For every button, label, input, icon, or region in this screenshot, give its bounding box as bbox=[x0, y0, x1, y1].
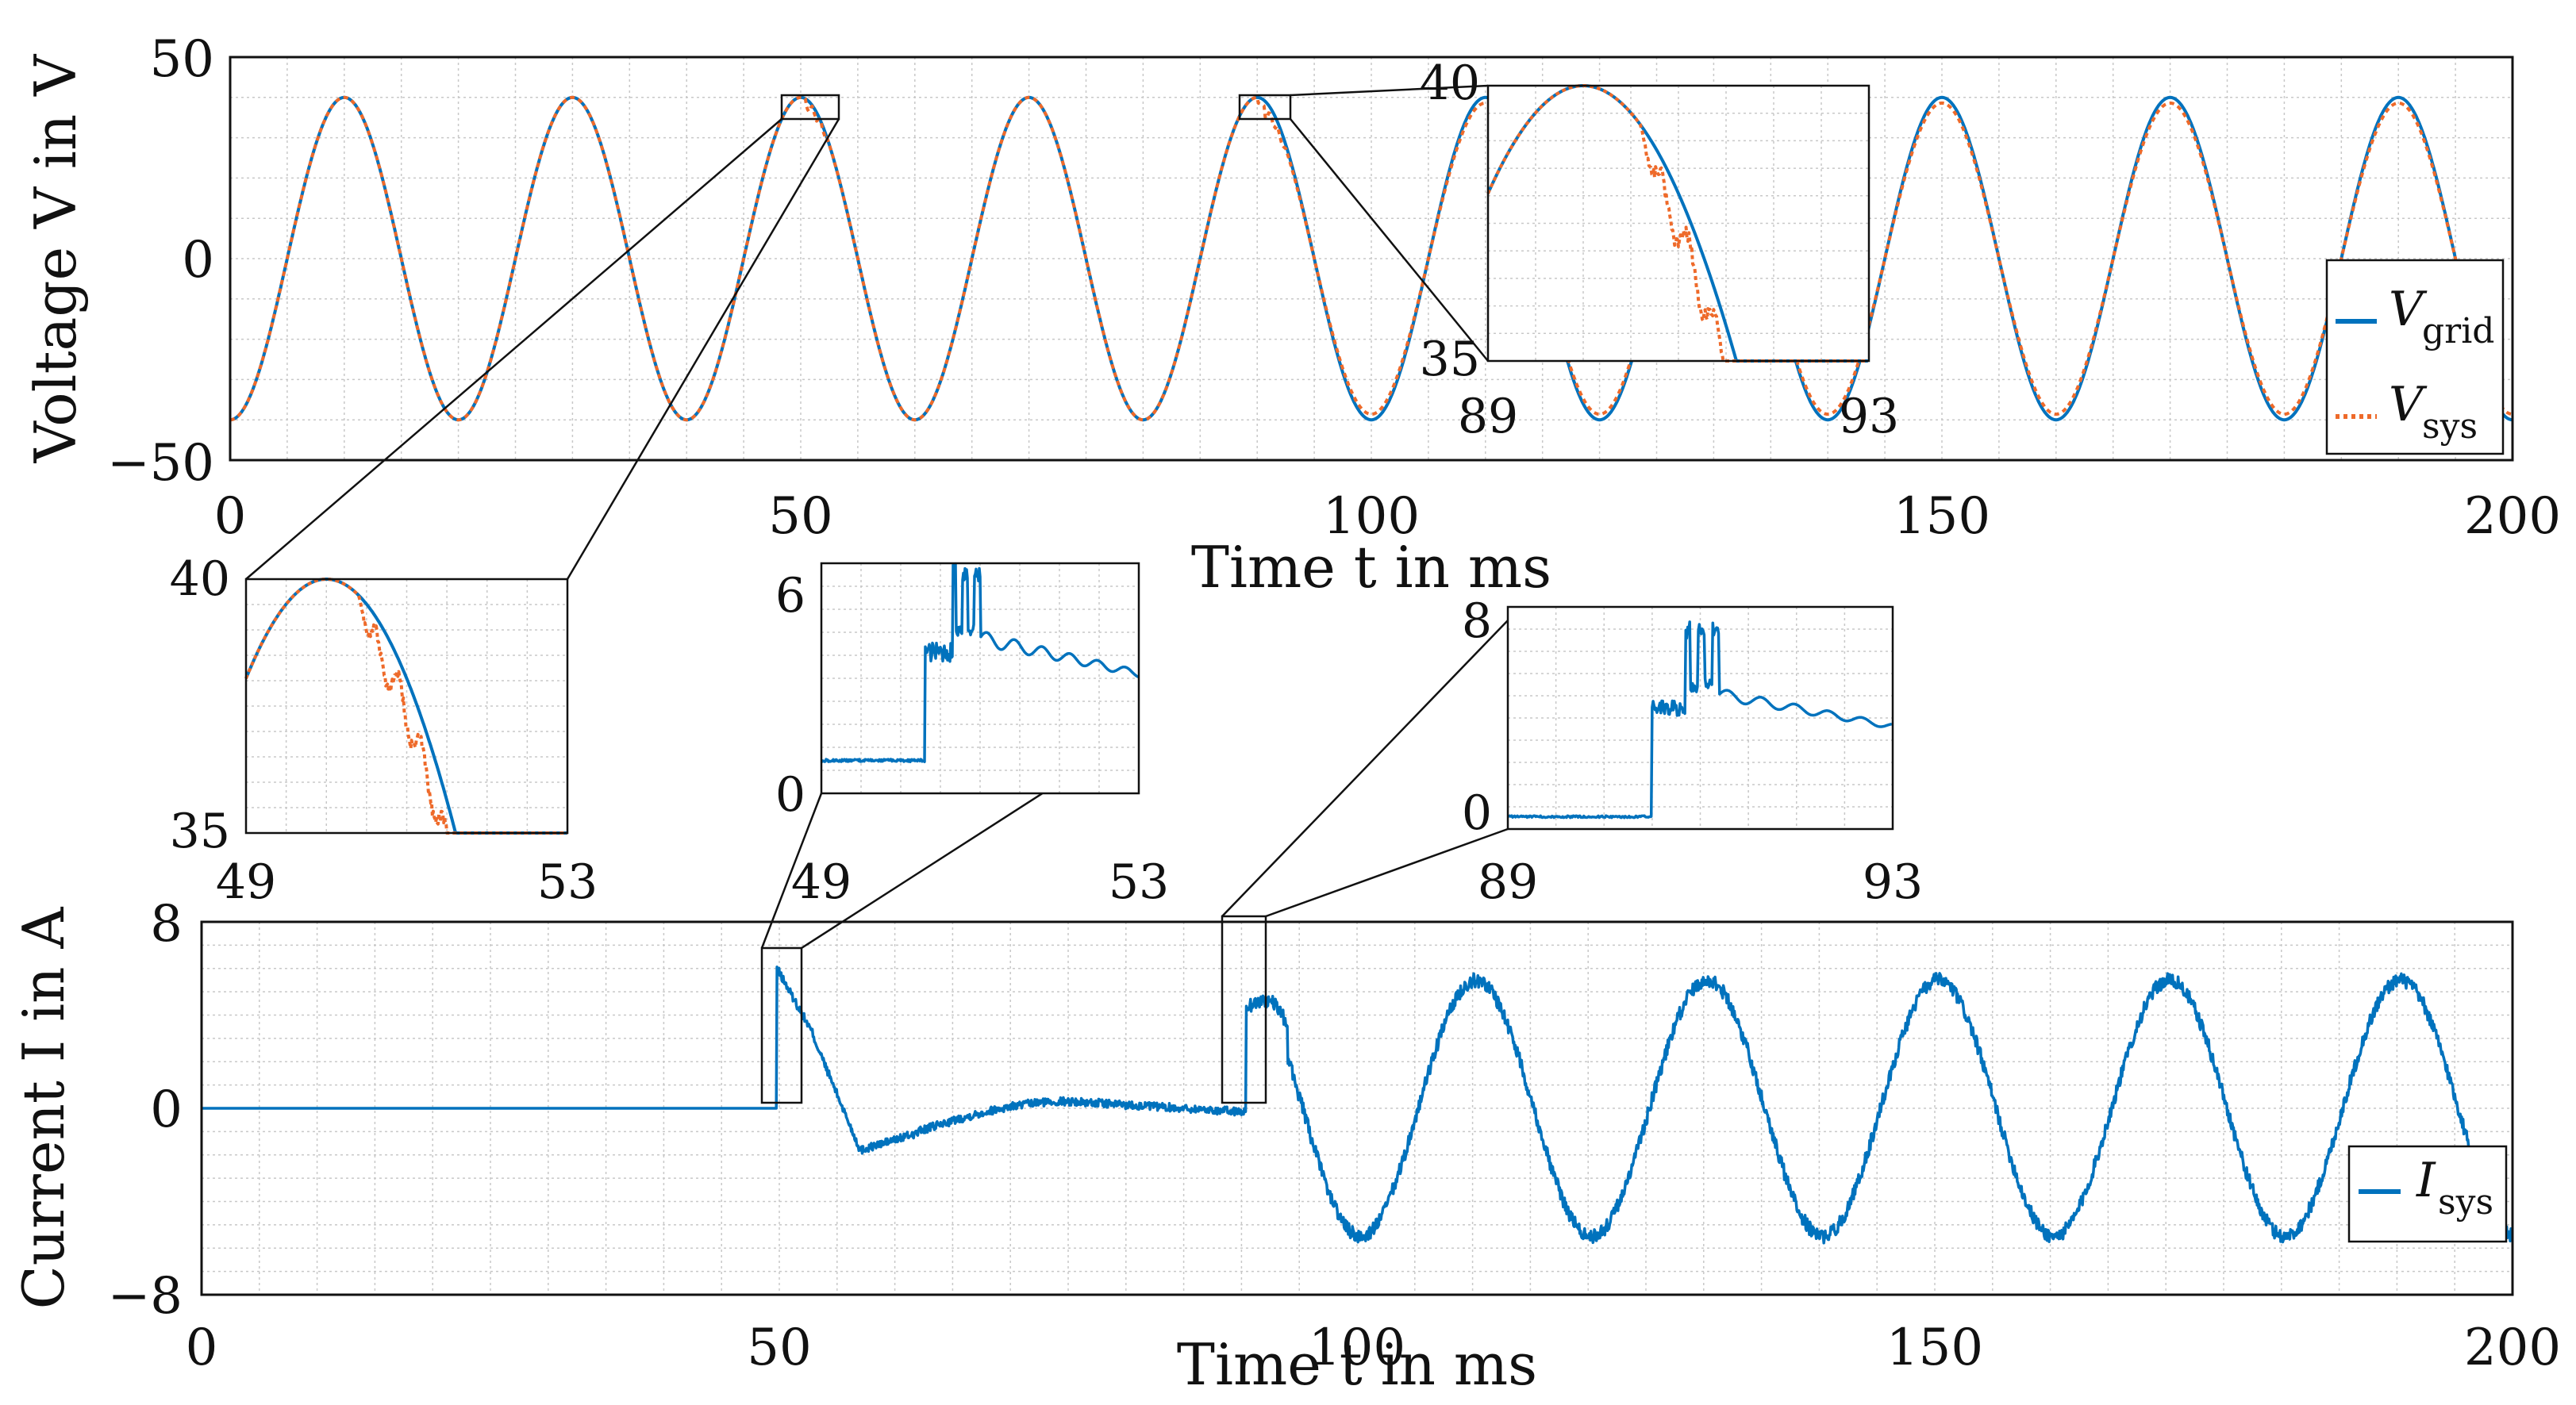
inset-y-tick-label: 35 bbox=[170, 804, 230, 859]
inset-curves bbox=[1507, 620, 1893, 820]
x-tick-label: 150 bbox=[1886, 1319, 1983, 1377]
zoom-connectors bbox=[245, 84, 1509, 1104]
x-tick-label: 0 bbox=[214, 487, 247, 546]
x-tick-label: 200 bbox=[2464, 1319, 2561, 1377]
inset-current-89-93: 8 0 89 93 bbox=[1462, 593, 1923, 910]
x-tick-label: 100 bbox=[1323, 487, 1420, 546]
legend-sub-v-grid: grid bbox=[2422, 311, 2494, 351]
inset-y-tick-label: 40 bbox=[1420, 56, 1480, 111]
current-y-ticks: 8 0 −8 bbox=[108, 895, 183, 1326]
inset-line-i-sys bbox=[1507, 620, 1893, 820]
inset-y-tick-label: 0 bbox=[775, 767, 805, 823]
inset-current-49-53: 6 0 49 53 bbox=[775, 562, 1169, 910]
y-tick-label: 8 bbox=[150, 895, 183, 954]
legend-sub-v-sys: sys bbox=[2422, 406, 2478, 447]
x-tick-label: 100 bbox=[1309, 1319, 1405, 1377]
y-tick-label: −8 bbox=[108, 1267, 183, 1326]
inset-y-tick-label: 35 bbox=[1420, 332, 1480, 387]
current-curves bbox=[201, 965, 2514, 1245]
voltage-x-axis-label: Time t in ms bbox=[1191, 534, 1551, 601]
y-tick-label: 50 bbox=[150, 30, 214, 89]
inset-gridlines bbox=[1488, 86, 1869, 361]
current-x-ticks: 0 50 100 150 200 bbox=[186, 1319, 2561, 1377]
connector-line bbox=[245, 118, 782, 580]
inset-x-tick-label: 53 bbox=[537, 854, 598, 910]
voltage-axes-frame bbox=[229, 56, 2514, 462]
inset-x-tick-label: 89 bbox=[1478, 854, 1538, 910]
x-tick-label: 150 bbox=[1894, 487, 1990, 546]
inset-gridlines bbox=[246, 579, 567, 833]
inset-x-tick-label: 49 bbox=[216, 854, 276, 910]
zoom-marker-i1 bbox=[760, 946, 803, 1104]
voltage-gridlines bbox=[230, 57, 2513, 460]
legend-sub-i-sys: sys bbox=[2438, 1182, 2493, 1223]
inset-x-tick-label: 89 bbox=[1458, 389, 1518, 444]
zoom-marker-v1 bbox=[780, 94, 840, 121]
current-gridlines bbox=[202, 922, 2513, 1295]
inset-frame bbox=[1486, 84, 1870, 363]
inset-x-tick-label: 49 bbox=[791, 854, 852, 910]
zoom-marker-i2 bbox=[1221, 915, 1267, 1104]
inset-x-tick-label: 93 bbox=[1863, 854, 1923, 910]
connector-line bbox=[1221, 620, 1509, 917]
zoom-marker-v2 bbox=[1238, 94, 1292, 121]
voltage-y-ticks: 50 0 −50 bbox=[107, 30, 214, 493]
voltage-legend: V grid V sys bbox=[2325, 259, 2505, 455]
voltage-plot: 50 0 −50 0 50 100 150 200 Time t in ms V… bbox=[22, 30, 2561, 601]
voltage-x-ticks: 0 50 100 150 200 bbox=[214, 487, 2561, 546]
inset-x-tick-label: 93 bbox=[1839, 389, 1899, 444]
y-tick-label: 0 bbox=[182, 231, 214, 290]
legend-label-v-grid: V bbox=[2389, 282, 2428, 337]
connector-line bbox=[1265, 827, 1509, 918]
x-tick-label: 200 bbox=[2464, 487, 2561, 546]
inset-frame bbox=[1506, 605, 1894, 831]
current-legend: I sys bbox=[2347, 1145, 2508, 1243]
inset-y-tick-label: 8 bbox=[1462, 593, 1492, 649]
connector-line bbox=[566, 118, 840, 580]
inset-y-tick-label: 0 bbox=[1462, 785, 1492, 841]
voltage-y-axis-label: Voltage V in V bbox=[22, 53, 89, 463]
series-line-i-sys bbox=[201, 965, 2514, 1245]
x-tick-label: 50 bbox=[768, 487, 832, 546]
inset-voltage-49-53: 40 35 49 53 bbox=[170, 551, 598, 910]
current-plot: 8 0 −8 0 50 100 150 200 Time t in ms Cur… bbox=[10, 895, 2561, 1398]
voltage-curves bbox=[229, 95, 2513, 422]
inset-voltage-89-93: 40 35 89 93 bbox=[1420, 56, 1900, 444]
x-tick-label: 50 bbox=[747, 1319, 811, 1377]
connector-line bbox=[1290, 118, 1489, 362]
inset-x-tick-label: 53 bbox=[1109, 854, 1169, 910]
inset-frame bbox=[820, 562, 1140, 795]
legend-label-v-sys: V bbox=[2389, 377, 2428, 432]
y-tick-label: 0 bbox=[150, 1081, 183, 1139]
legend-box bbox=[2325, 259, 2505, 455]
legend-label-i-sys: I bbox=[2416, 1153, 2436, 1208]
current-x-axis-label: Time t in ms bbox=[1177, 1331, 1537, 1398]
connector-line bbox=[760, 793, 823, 949]
current-axes-frame bbox=[200, 920, 2514, 1296]
x-tick-label: 0 bbox=[186, 1319, 218, 1377]
connector-line bbox=[1290, 84, 1489, 97]
inset-line-i-sys bbox=[821, 562, 1140, 763]
inset-y-tick-label: 40 bbox=[170, 551, 230, 607]
current-y-axis-label: Current I in A bbox=[10, 907, 77, 1310]
inset-y-tick-label: 6 bbox=[775, 568, 805, 624]
inset-frame bbox=[244, 578, 569, 835]
y-tick-label: −50 bbox=[107, 434, 214, 493]
inset-curves bbox=[821, 562, 1140, 763]
